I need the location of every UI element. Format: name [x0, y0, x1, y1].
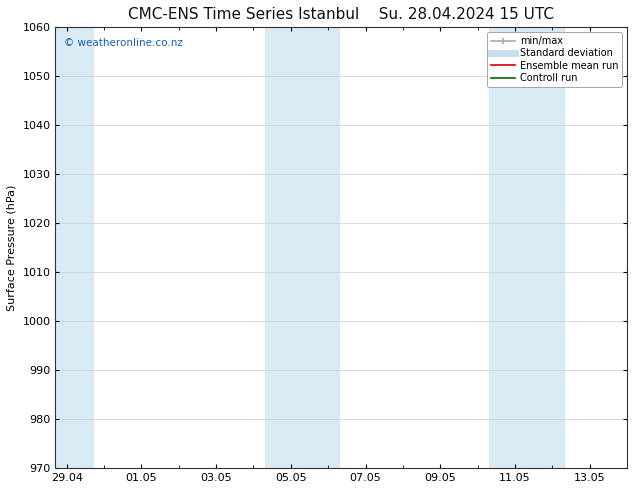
Y-axis label: Surface Pressure (hPa): Surface Pressure (hPa)	[7, 185, 17, 311]
Text: © weatheronline.co.nz: © weatheronline.co.nz	[64, 38, 183, 49]
Title: CMC-ENS Time Series Istanbul    Su. 28.04.2024 15 UTC: CMC-ENS Time Series Istanbul Su. 28.04.2…	[128, 7, 554, 22]
Bar	[56, 27, 93, 468]
Bar	[264, 27, 339, 468]
Bar	[489, 27, 564, 468]
Legend: min/max, Standard deviation, Ensemble mean run, Controll run: min/max, Standard deviation, Ensemble me…	[487, 32, 622, 87]
